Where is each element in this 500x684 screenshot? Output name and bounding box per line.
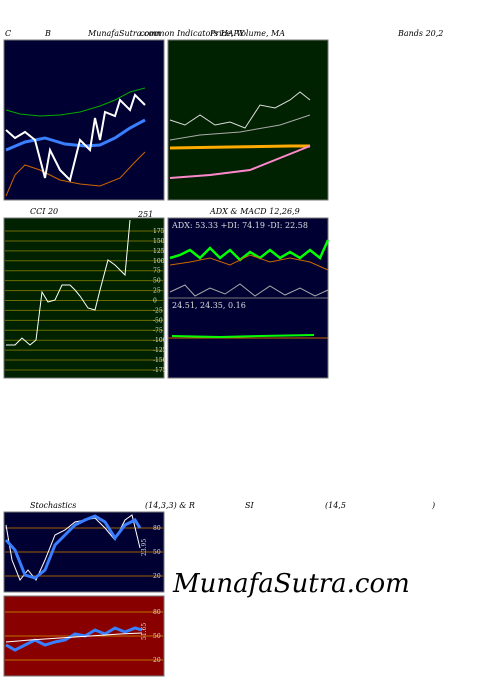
header-subtitle: common Indicators HAPY — [140, 29, 245, 38]
cci-panel — [3, 217, 165, 379]
panel-title: (14,3,3) & R — [145, 501, 195, 510]
tick-label: 50 — [153, 278, 161, 285]
panel-title: ADX & MACD 12,26,9 — [209, 207, 300, 216]
tick-label: 75 — [153, 268, 161, 275]
tick-label: -175 — [153, 367, 167, 374]
tick-label: 0 — [153, 298, 157, 305]
tick-label: -100 — [153, 337, 167, 344]
adx-panel — [167, 217, 329, 299]
adx-line — [169, 254, 329, 271]
tick-label: 125 — [153, 248, 165, 255]
stoch-d — [4, 514, 142, 580]
panel-title: (14,5 — [325, 501, 346, 510]
tick-label: 20 — [153, 657, 161, 664]
price-line — [5, 93, 146, 182]
tick-label: 50 — [153, 549, 161, 556]
tick-label: -75 — [153, 327, 163, 334]
tick-label: 175 — [153, 228, 165, 235]
header-site: MunafaSutra.com — [87, 29, 161, 38]
rsi-line — [5, 626, 143, 652]
tick-label: -125 — [153, 347, 167, 354]
tick-label: -25 — [153, 307, 163, 314]
tick-label: 150 — [153, 238, 165, 245]
panel-title: Price, Volume, MA — [209, 29, 285, 38]
ma-line — [169, 144, 310, 150]
panel-title: Bands 20,2 — [397, 29, 443, 38]
tick-label: 20 — [153, 573, 161, 580]
plus-di — [169, 239, 330, 262]
lower-band — [5, 151, 146, 197]
price-line — [169, 91, 311, 129]
minus-di — [169, 283, 329, 297]
tick-label: -50 — [153, 317, 163, 324]
adx-readout: ADX: 53.33 +DI: 74.19 -DI: 22.58 — [171, 221, 308, 230]
cci-line — [6, 219, 131, 346]
cci-last: 251 — [137, 210, 153, 219]
panel-title: SI — [245, 501, 254, 510]
tick-label: -150 — [153, 357, 167, 364]
ma-line — [169, 114, 311, 141]
tick-label: 80 — [153, 609, 161, 616]
bbands-panel — [3, 39, 165, 201]
panel-title: ) — [431, 501, 435, 510]
price-panel — [167, 39, 329, 201]
tick-label: 25 — [153, 288, 161, 295]
tick-label: 100 — [153, 258, 165, 265]
upper-band — [5, 87, 146, 117]
watermark: MunafaSutra.com — [172, 569, 410, 599]
header-left: C — [5, 29, 11, 38]
stoch-last: 23.95 — [141, 539, 148, 556]
rsi-last: 51.65 — [141, 623, 148, 640]
rsi-ma — [5, 632, 143, 643]
panel-title: CCI 20 — [30, 207, 58, 216]
panel-title: Stochastics — [30, 501, 76, 510]
macd-readout: 24.51, 24.35, 0.16 — [172, 301, 246, 310]
panel-title: B — [44, 29, 51, 38]
ma-line — [169, 145, 311, 179]
tick-label: 80 — [153, 525, 161, 532]
tick-label: 50 — [153, 633, 161, 640]
macd-line — [171, 334, 315, 339]
